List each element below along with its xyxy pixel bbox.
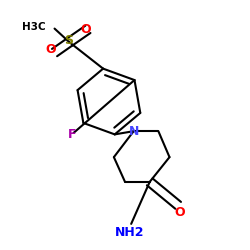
Text: O: O xyxy=(174,206,185,219)
Text: H3C: H3C xyxy=(22,22,46,32)
Text: N: N xyxy=(128,125,139,138)
Text: O: O xyxy=(46,43,56,56)
Text: S: S xyxy=(64,34,73,48)
Text: NH2: NH2 xyxy=(115,226,145,239)
Text: O: O xyxy=(80,23,91,36)
Text: F: F xyxy=(68,128,76,141)
